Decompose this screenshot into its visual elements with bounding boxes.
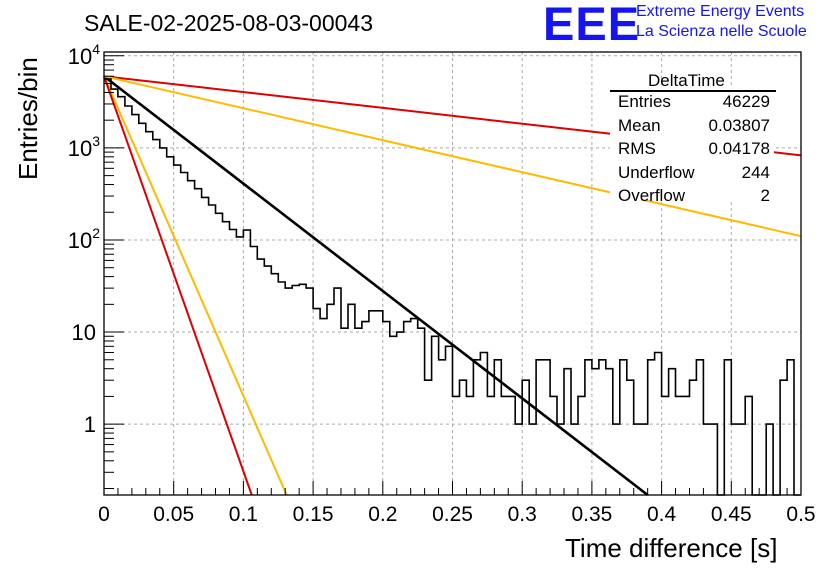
axis-ticks bbox=[103, 55, 802, 495]
eee-logo: EEE bbox=[543, 0, 641, 50]
stats-row-value: 2 bbox=[760, 186, 770, 205]
x-tick-label: 0 bbox=[98, 503, 110, 526]
chart-title: SALE-02-2025-08-03-00043 bbox=[84, 10, 373, 36]
tick-labels: 0 0.05 0.1 0.15 0.2 0.25 0.3 0.35 0.4 0.45 0.5 1 10 1… bbox=[68, 41, 816, 526]
x-tick-label: 0.5 bbox=[786, 503, 815, 526]
fit-curve-black bbox=[103, 75, 649, 497]
stats-row-label: Mean bbox=[618, 115, 661, 135]
y-axis-title: Entries/bin bbox=[13, 57, 43, 180]
histogram-layer bbox=[104, 78, 801, 496]
stats-row-label: Entries bbox=[618, 92, 671, 111]
stats-row-label: Overflow bbox=[618, 186, 686, 205]
fit-curve-red bbox=[103, 75, 253, 496]
logo-subtitle-1: Extreme Energy Events bbox=[636, 3, 805, 20]
fit-curve-orange bbox=[103, 75, 802, 238]
x-tick-label: 0.25 bbox=[432, 503, 473, 526]
stats-row-label: RMS bbox=[618, 139, 656, 158]
y-tick-label: 10 bbox=[72, 320, 96, 345]
x-tick-label: 0.3 bbox=[508, 503, 537, 526]
x-tick-label: 0.2 bbox=[368, 503, 397, 526]
y-tick-label: 103 bbox=[68, 133, 100, 161]
stats-row-label: Underflow bbox=[618, 162, 695, 182]
stats-row-value: 0.03807 bbox=[708, 115, 770, 135]
series-layer bbox=[103, 75, 802, 497]
stats-box bbox=[610, 88, 776, 200]
fit-curve-orange bbox=[103, 75, 288, 496]
stats-box-background bbox=[610, 88, 774, 200]
stats-row-value: 46229 bbox=[722, 92, 770, 111]
y-tick-label: 102 bbox=[68, 225, 100, 253]
y-tick-label: 1 bbox=[84, 412, 96, 437]
x-tick-label: 0.45 bbox=[711, 503, 752, 526]
stats-row-value: 0.04178 bbox=[708, 139, 770, 158]
x-tick-label: 0.1 bbox=[229, 503, 258, 526]
x-tick-label: 0.05 bbox=[153, 503, 194, 526]
histogram-steps bbox=[104, 78, 801, 496]
x-tick-label: 0.4 bbox=[647, 503, 677, 526]
x-tick-label: 0.15 bbox=[293, 503, 334, 526]
stats-row-value: 244 bbox=[741, 162, 770, 182]
logo-subtitle-2: La Scienza nelle Scuole bbox=[636, 23, 807, 40]
stats-box-title: DeltaTime bbox=[648, 71, 725, 90]
x-axis-title: Time difference [s] bbox=[565, 533, 778, 563]
x-tick-label: 0.35 bbox=[571, 503, 612, 526]
y-tick-label: 104 bbox=[68, 41, 100, 69]
